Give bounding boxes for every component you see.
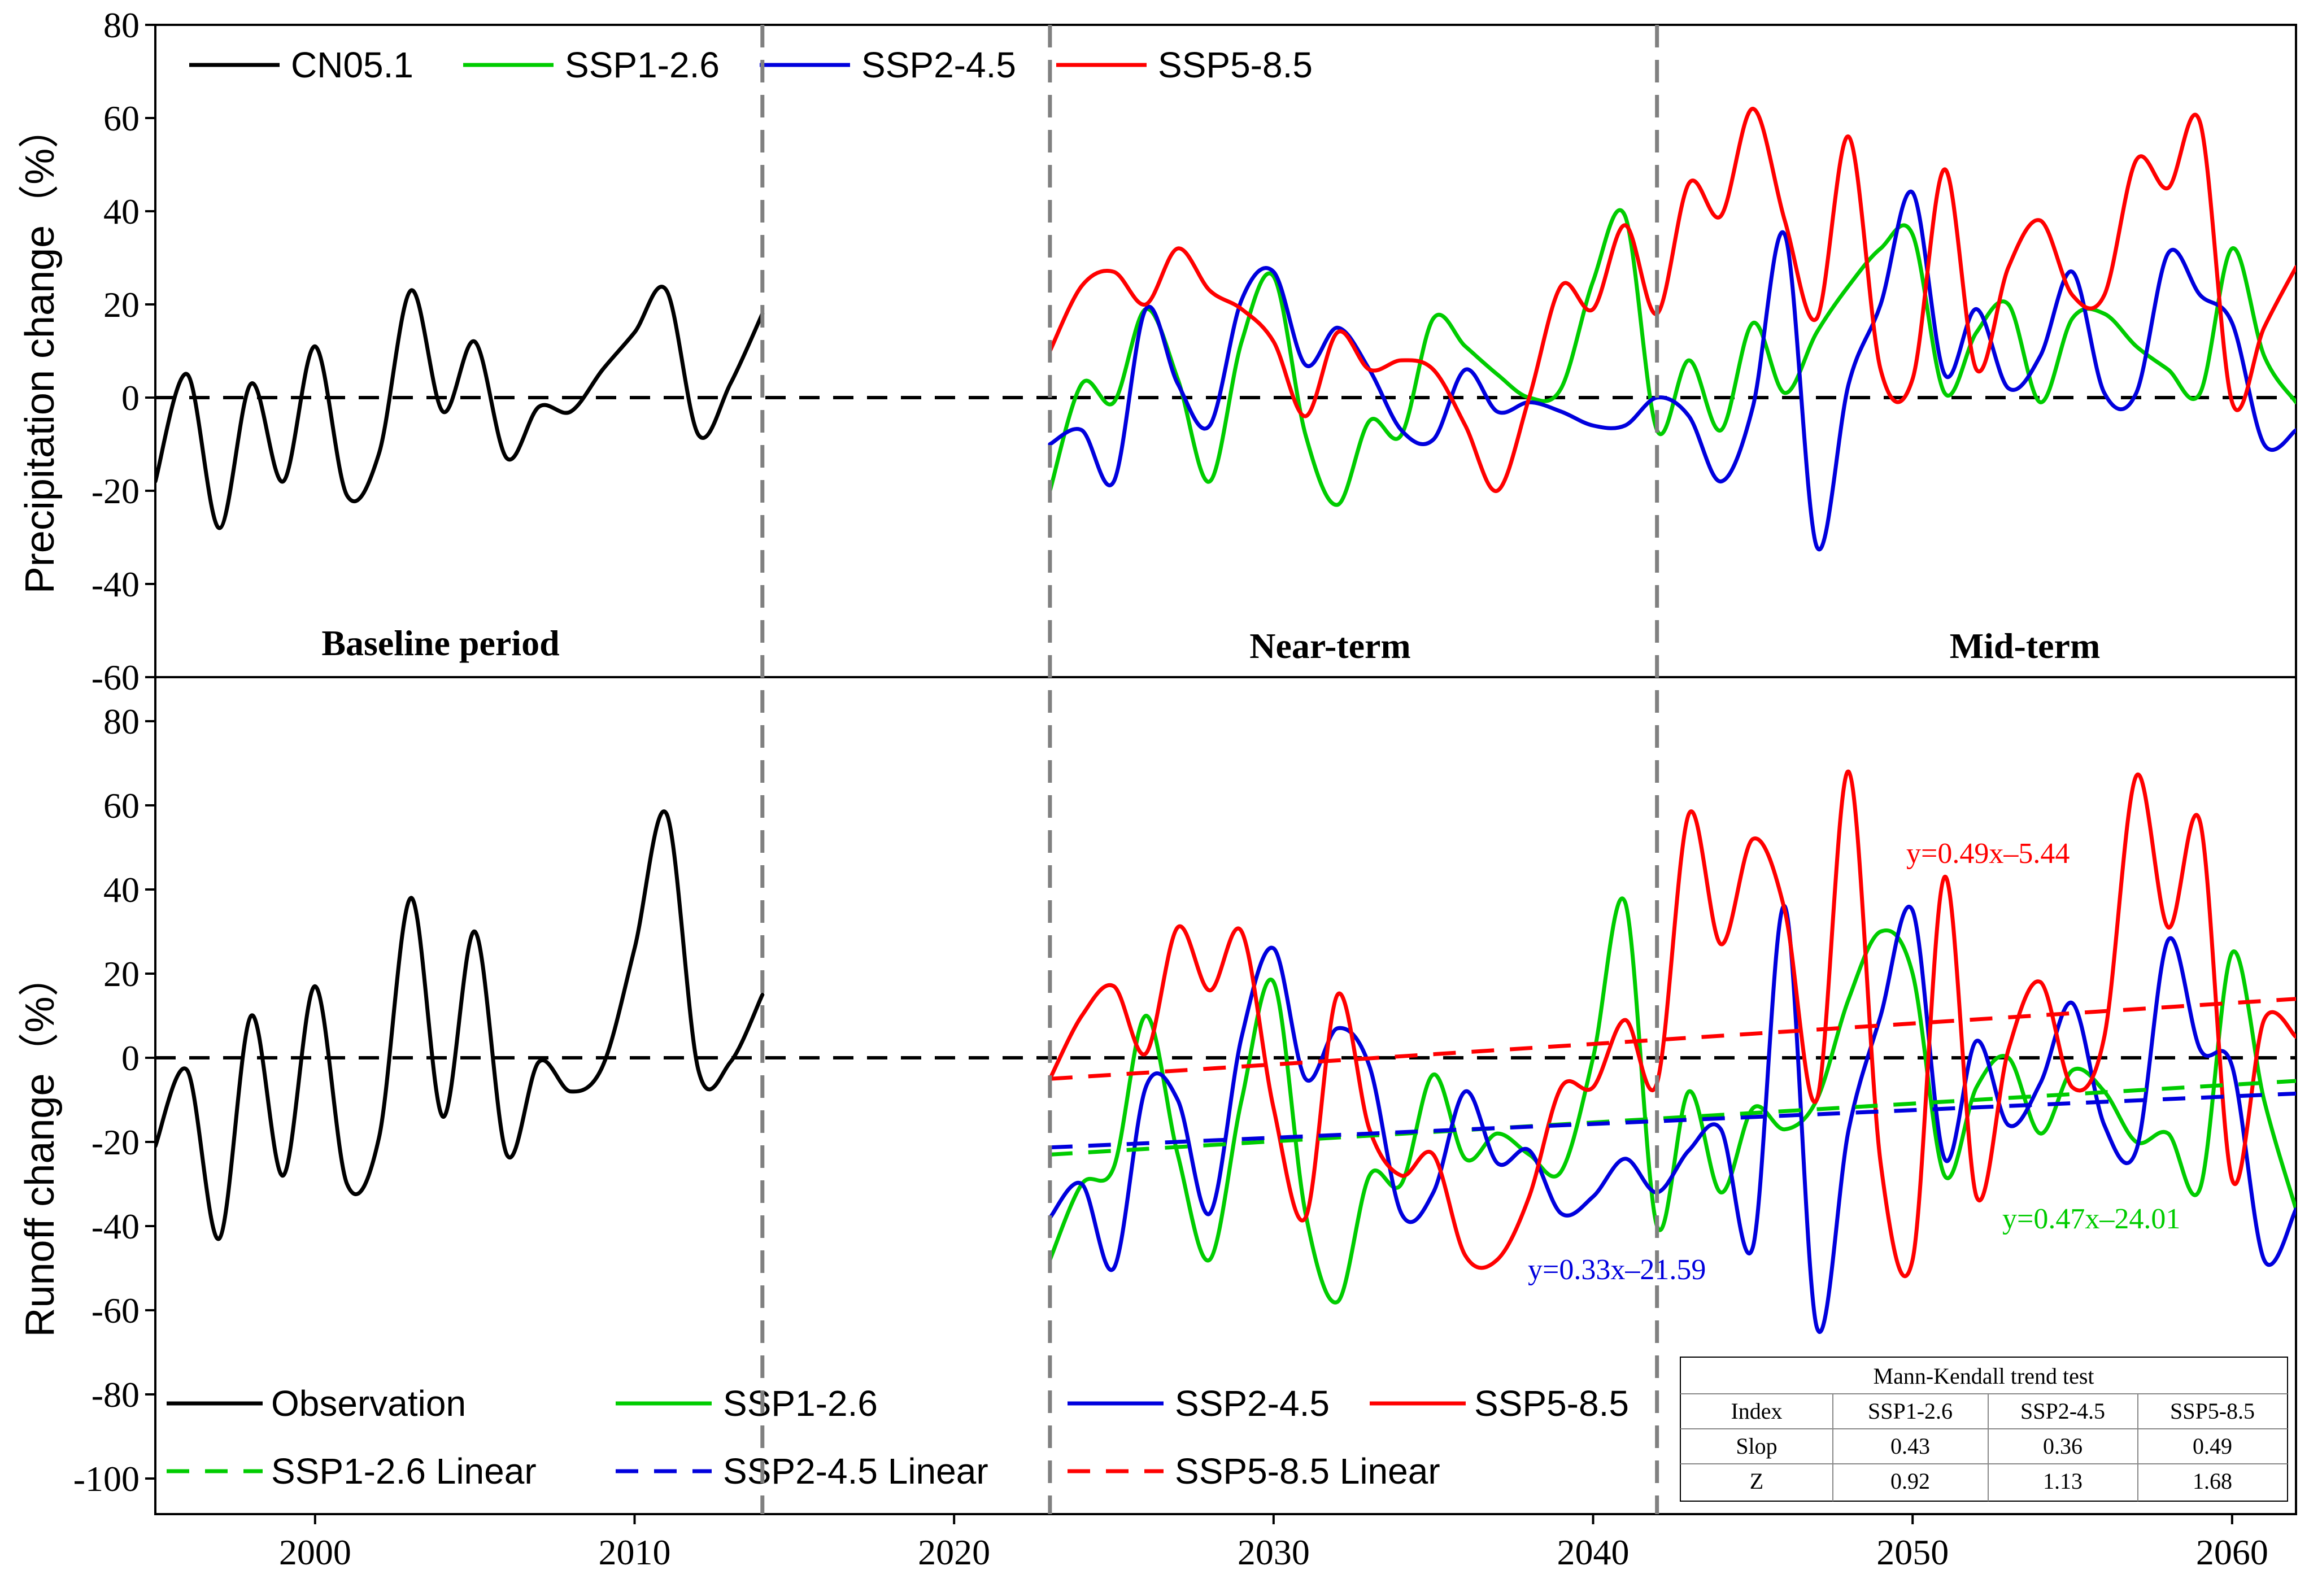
- runoff-xtick-label: 2020: [918, 1532, 990, 1572]
- table-cell-slop-ssp245: 0.36: [2043, 1433, 2083, 1459]
- runoff-xtick-label: 2000: [279, 1532, 351, 1572]
- runoff-plot-frame: [154, 676, 2297, 1515]
- precipitation-ytick-label: -40: [92, 564, 140, 604]
- runoff-series-observation: [155, 809, 765, 1241]
- runoff-series-ssp1-2-6: [1048, 896, 2296, 1305]
- near-term-label: Near-term: [1249, 626, 1410, 666]
- table-header-ssp245: SSP2-4.5: [2020, 1398, 2105, 1424]
- runoff-ytick-label: -20: [92, 1122, 140, 1162]
- runoff-ytick-label: -40: [92, 1206, 140, 1246]
- table-cell-slop-ssp585: 0.49: [2193, 1433, 2232, 1459]
- table-title: Mann-Kendall trend test: [1874, 1363, 2094, 1389]
- table-cell-slop-ssp126: 0.43: [1890, 1433, 1930, 1459]
- mann-kendall-table: Mann-Kendall trend test Index SSP1-2.6 S…: [1680, 1357, 2288, 1502]
- precipitation-ytick-label: -20: [92, 471, 140, 511]
- ssp245-trend-equation: y=0.33x–21.59: [1528, 1254, 1706, 1286]
- legend-label-cn051: CN05.1: [291, 45, 413, 85]
- runoff-ytick-label: -100: [73, 1459, 140, 1499]
- legend-label-observation: Observation: [271, 1383, 466, 1424]
- table-cell-z-label: Z: [1750, 1468, 1763, 1494]
- runoff-ytick-label: 20: [103, 954, 140, 994]
- mid-term-label: Mid-term: [1950, 626, 2101, 666]
- legend-label-ssp245-linear: SSP2-4.5 Linear: [723, 1451, 988, 1492]
- precipitation-series-ssp2-4-5: [1048, 189, 2296, 552]
- runoff-xtick-label: 2010: [599, 1532, 671, 1572]
- legend-label-ssp126-runoff: SSP1-2.6: [723, 1383, 878, 1424]
- legend-label-ssp245-runoff: SSP2-4.5: [1175, 1383, 1330, 1424]
- runoff-xtick-label: 2030: [1238, 1532, 1310, 1572]
- table-header-ssp126: SSP1-2.6: [1868, 1398, 1953, 1424]
- runoff-xtick-label: 2060: [2196, 1532, 2268, 1572]
- ssp126-trend-equation: y=0.47x–24.01: [2002, 1203, 2180, 1235]
- runoff-series-ssp5-8-5: [1048, 769, 2296, 1278]
- legend-label-ssp585-runoff: SSP5-8.5: [1474, 1383, 1629, 1424]
- runoff-ytick-label: 0: [121, 1038, 140, 1078]
- precipitation-ytick-label: 20: [103, 285, 140, 325]
- precipitation-series-cn05-1: [155, 285, 765, 530]
- table-cell-slop-label: Slop: [1736, 1433, 1777, 1459]
- runoff-xtick-label: 2050: [1876, 1532, 1949, 1572]
- runoff-legend: Observation SSP1-2.6 SSP2-4.5 SSP5-8.5 S…: [167, 1383, 1629, 1492]
- legend-label-ssp585-linear: SSP5-8.5 Linear: [1175, 1451, 1440, 1492]
- table-cell-z-ssp245: 1.13: [2043, 1468, 2083, 1494]
- runoff-series-ssp1-2-6-linear: [1049, 1079, 2296, 1157]
- runoff-ytick-label: 80: [103, 701, 140, 742]
- precipitation-legend: CN05.1 SSP1-2.6 SSP2-4.5 SSP5-8.5: [189, 45, 1313, 85]
- precipitation-plot-frame: [154, 24, 2297, 678]
- legend-label-ssp126-linear: SSP1-2.6 Linear: [271, 1451, 537, 1492]
- runoff-ytick-label: 60: [103, 786, 140, 826]
- runoff-series-ssp5-8-5-linear: [1049, 997, 2296, 1081]
- table-cell-z-ssp126: 0.92: [1890, 1468, 1930, 1494]
- precipitation-series-ssp5-8-5: [1048, 107, 2296, 493]
- runoff-series-ssp2-4-5: [1048, 904, 2296, 1335]
- runoff-series-ssp2-4-5-linear: [1049, 1091, 2296, 1150]
- precipitation-y-axis-label: Precipitation change（%）: [18, 108, 63, 594]
- legend-label-ssp245: SSP2-4.5: [861, 45, 1016, 85]
- ssp585-trend-equation: y=0.49x–5.44: [1906, 838, 2070, 870]
- table-header-index: Index: [1731, 1398, 1782, 1424]
- table-header-ssp585: SSP5-8.5: [2170, 1398, 2255, 1424]
- table-cell-z-ssp585: 1.68: [2193, 1468, 2232, 1494]
- runoff-xtick-label: 2040: [1557, 1532, 1630, 1572]
- legend-label-ssp126: SSP1-2.6: [565, 45, 720, 85]
- precipitation-ytick-label: -60: [92, 657, 140, 697]
- precipitation-ytick-label: 60: [103, 98, 140, 138]
- baseline-period-label: Baseline period: [321, 623, 559, 663]
- runoff-ytick-label: -60: [92, 1290, 140, 1331]
- precipitation-panel: -60 -40 -20 0 20 40 60 80 Precipitation change（…: [18, 5, 2297, 697]
- runoff-ytick-label: 40: [103, 870, 140, 910]
- precipitation-ytick-label: 80: [103, 5, 140, 45]
- precipitation-ytick-label: 40: [103, 191, 140, 232]
- runoff-y-axis-label: Runoff change（%）: [18, 956, 63, 1337]
- runoff-ytick-label: -80: [92, 1375, 140, 1415]
- precipitation-ytick-label: 0: [121, 378, 140, 418]
- legend-label-ssp585: SSP5-8.5: [1158, 45, 1313, 85]
